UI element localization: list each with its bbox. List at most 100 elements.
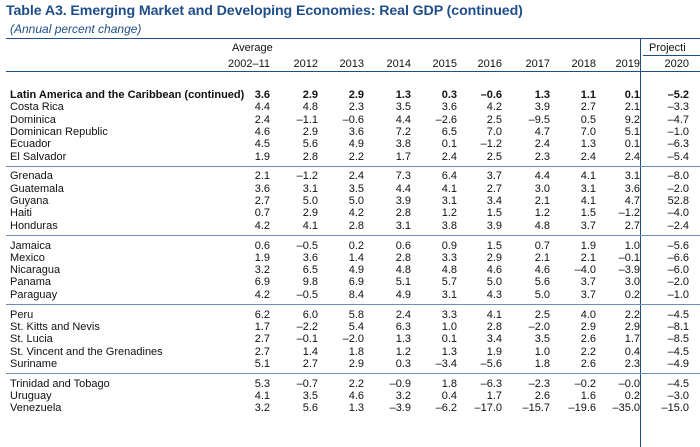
column-header: 2013 <box>339 58 364 70</box>
row-label: Costa Rica <box>10 101 64 114</box>
table-cell: 1.9 <box>486 345 502 358</box>
table-cell: 1.5 <box>486 239 502 252</box>
table-cell: 1.9 <box>254 251 270 264</box>
table-cell: –1.2 <box>480 138 502 151</box>
table-cell: –1.0 <box>667 288 689 301</box>
table-cell: 2.2 <box>348 150 364 163</box>
table-cell: 7.3 <box>395 170 411 183</box>
table-cell: 1.2 <box>395 345 411 358</box>
table-cell: 2.2 <box>580 345 596 358</box>
table-cell: 2.8 <box>486 320 502 333</box>
table-cell: 1.7 <box>486 390 502 402</box>
table-cell: 4.2 <box>254 288 270 301</box>
table-cell: 3.2 <box>254 264 270 277</box>
table-cell: 2.3 <box>534 150 550 163</box>
table-cell: –6.0 <box>667 264 689 277</box>
table-cell: 0.2 <box>624 390 640 402</box>
top-rule <box>6 38 700 39</box>
table-cell: 3.4 <box>486 333 502 346</box>
table-cell: 4.4 <box>395 182 411 195</box>
table-cell: –1.1 <box>296 113 318 126</box>
column-header: 2020 <box>664 58 689 70</box>
table-cell: 2.4 <box>534 138 550 151</box>
table-cell: 4.4 <box>254 101 270 114</box>
row-label: Latin America and the Caribbean (continu… <box>10 89 245 101</box>
projections-rule <box>643 55 700 56</box>
table-cell: 2.1 <box>534 251 550 264</box>
table-cell: 5.6 <box>534 276 550 289</box>
table-cell: 2.1 <box>624 101 640 114</box>
table-cell: –0.7 <box>296 377 318 390</box>
table-cell: 1.8 <box>348 345 364 358</box>
row-label: Mexico <box>10 251 45 264</box>
table-title: Table A3. Emerging Market and Developing… <box>6 3 523 19</box>
table-cell: –2.0 <box>342 333 364 346</box>
table-cell: –6.6 <box>667 251 689 264</box>
column-header: 2018 <box>571 58 596 70</box>
table-cell: 3.9 <box>486 219 502 232</box>
table-cell: 3.1 <box>580 182 596 195</box>
table-cell: –0.5 <box>296 288 318 301</box>
row-label: St. Kitts and Nevis <box>10 320 100 333</box>
table-cell: 2.9 <box>624 320 640 333</box>
table-cell: 2.5 <box>534 308 550 321</box>
table-cell: 4.1 <box>254 390 270 402</box>
table-cell: –2.0 <box>667 182 689 195</box>
table-cell: –6.3 <box>480 377 502 390</box>
table-cell: –1.2 <box>618 207 640 220</box>
table-cell: 7.0 <box>580 125 596 138</box>
table-cell: 5.7 <box>441 276 457 289</box>
table-cell: 1.5 <box>580 207 596 220</box>
table-cell: 0.1 <box>624 89 640 101</box>
table-cell: 4.2 <box>348 207 364 220</box>
row-label: Panama <box>10 276 51 289</box>
table-cell: 2.8 <box>302 150 318 163</box>
table-cell: 1.0 <box>624 239 640 252</box>
table-cell: 5.8 <box>348 308 364 321</box>
table-cell: –1.0 <box>667 125 689 138</box>
table-subtitle: (Annual percent change) <box>10 22 142 36</box>
table-cell: –35.0 <box>612 402 640 415</box>
table-cell: –2.4 <box>667 219 689 232</box>
table-cell: 1.0 <box>441 320 457 333</box>
table-cell: 4.6 <box>348 390 364 402</box>
table-cell: 1.2 <box>441 207 457 220</box>
table-cell: 1.2 <box>534 207 550 220</box>
table-cell: 6.4 <box>441 170 457 183</box>
column-header: 2012 <box>293 58 318 70</box>
table-cell: 1.4 <box>302 345 318 358</box>
table-cell: 4.9 <box>395 288 411 301</box>
table-cell: –4.0 <box>667 207 689 220</box>
table-cell: 4.6 <box>486 264 502 277</box>
table-cell: 2.9 <box>302 125 318 138</box>
table-cell: 5.6 <box>302 138 318 151</box>
table-cell: –3.4 <box>435 357 457 370</box>
table-cell: 6.2 <box>254 308 270 321</box>
table-cell: 5.1 <box>254 357 270 370</box>
table-cell: –4.5 <box>667 345 689 358</box>
table-cell: –3.9 <box>618 264 640 277</box>
table-cell: 3.8 <box>441 219 457 232</box>
table-cell: 3.3 <box>441 251 457 264</box>
table-cell: 2.6 <box>580 357 596 370</box>
table-cell: 1.0 <box>534 345 550 358</box>
column-header: 2016 <box>477 58 502 70</box>
table-cell: 5.4 <box>348 320 364 333</box>
row-label: Paraguay <box>10 288 58 301</box>
table-cell: 1.9 <box>254 150 270 163</box>
table-cell: 0.6 <box>395 239 411 252</box>
table-cell: 0.1 <box>441 333 457 346</box>
row-label: Dominica <box>10 113 56 126</box>
table-cell: 5.0 <box>534 288 550 301</box>
table-cell: 4.8 <box>441 264 457 277</box>
table-cell: 4.1 <box>441 182 457 195</box>
table-cell: –2.0 <box>667 276 689 289</box>
table-cell: 4.6 <box>254 125 270 138</box>
table-cell: 2.2 <box>348 377 364 390</box>
table-cell: 3.1 <box>441 288 457 301</box>
group-divider <box>6 165 700 167</box>
column-header: 2015 <box>432 58 457 70</box>
table-cell: 5.3 <box>254 377 270 390</box>
table-cell: 3.9 <box>534 101 550 114</box>
table-cell: 2.1 <box>580 251 596 264</box>
